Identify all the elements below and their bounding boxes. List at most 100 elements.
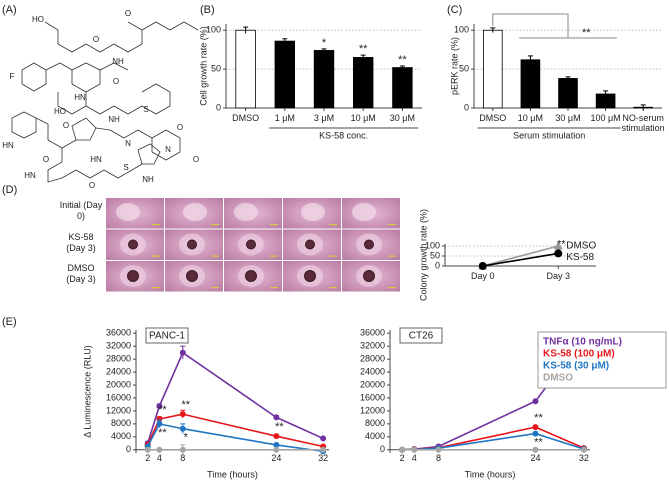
y-axis-label: Cell growth rate (%) <box>198 26 208 106</box>
x-tick-label: 24 <box>271 453 281 463</box>
y-tick-label: 100 <box>425 240 440 250</box>
x-tick-label: DMSO <box>479 113 507 123</box>
significance-bracket <box>492 13 569 38</box>
scale-bar <box>152 255 160 257</box>
point-marker <box>580 446 587 453</box>
y-axis-label: Colony growth rate (%) <box>418 209 428 301</box>
legend-label: KS-58 <box>566 252 594 263</box>
x-axis-label: Time (hours) <box>207 469 258 479</box>
y-tick-label: 100 <box>454 25 469 35</box>
cell-colony <box>127 270 139 282</box>
point-marker <box>273 441 280 448</box>
scale-bar <box>270 224 278 226</box>
significance-label: ** <box>158 427 167 439</box>
significance-label: ** <box>582 27 591 39</box>
x-tick-label-box: DMSO <box>232 113 259 123</box>
point-marker <box>156 420 163 427</box>
scale-bar <box>329 224 337 226</box>
atom-label: O <box>125 9 131 18</box>
y-tick-label: 20000 <box>360 379 385 389</box>
legend-label: KS-58 (100 μM) <box>543 349 615 360</box>
x-tick-label-box: 100 μM <box>590 113 620 123</box>
x-tick-label: 10 μM <box>350 113 376 123</box>
atom-label: O <box>63 121 69 130</box>
point-marker <box>179 411 186 418</box>
scale-bar <box>211 255 219 257</box>
cell-spot <box>301 203 325 221</box>
y-tick-label: 32000 <box>106 341 131 351</box>
panel-label: (A) <box>2 4 17 16</box>
cell-spot <box>183 203 207 221</box>
significance-label: ** <box>182 399 191 411</box>
cell-spot <box>116 203 140 221</box>
significance-label: ** <box>275 421 284 433</box>
atom-label: NH <box>142 175 154 184</box>
x-tick-label: Day 0 <box>470 271 495 281</box>
series-line <box>146 413 324 448</box>
cell-spot <box>234 203 258 221</box>
significance-label: * <box>184 432 189 444</box>
atom-label: O <box>89 181 95 190</box>
atom-label: NH <box>108 115 120 124</box>
point-marker <box>532 430 539 437</box>
y-tick-label: 50 <box>211 63 221 73</box>
x-tick-label: 30 μM <box>555 113 581 123</box>
point-marker <box>435 446 442 453</box>
y-tick-label: 16000 <box>106 392 131 402</box>
scale-bar <box>152 224 160 226</box>
point-marker <box>411 446 418 453</box>
x-tick-label-box: NO-serum stimulation <box>621 113 665 133</box>
y-tick-label: 20000 <box>106 379 131 389</box>
point-marker <box>532 446 539 453</box>
x-tick-label: Day 3 <box>546 271 570 281</box>
legend-label: DMSO <box>566 241 596 252</box>
y-tick-label: 4000 <box>365 431 385 441</box>
molecule-structure <box>11 21 199 183</box>
image-row-label: DMSO (Day 3) <box>66 263 96 284</box>
point-marker <box>179 446 186 453</box>
x-tick-label-box: Day 3 <box>546 271 570 281</box>
atom-label: N <box>165 145 171 154</box>
atom-label: S <box>143 105 148 114</box>
y-tick-label: 28000 <box>360 354 385 364</box>
x-tick-label-box: 10 μM <box>518 113 543 123</box>
atom-label: HN <box>90 155 102 164</box>
point-marker <box>399 446 406 453</box>
y-tick-label: 0 <box>380 444 385 454</box>
cell-colony <box>187 239 197 250</box>
cell-colony <box>128 239 138 250</box>
legend-label: DMSO <box>543 373 573 384</box>
y-tick-label: 28000 <box>106 354 131 364</box>
x-tick-label-box: 10 μM <box>350 113 376 123</box>
point-marker <box>156 416 163 423</box>
x-tick-label: 32 <box>318 453 328 463</box>
bar <box>313 50 335 109</box>
bar <box>352 57 374 109</box>
x-tick-label-box: 3 μM <box>314 113 334 123</box>
atom-label: O <box>193 155 199 164</box>
y-tick-label: 8000 <box>111 418 131 428</box>
atom-label: HO <box>54 107 66 116</box>
point-marker <box>320 435 327 442</box>
chart-title: CT26 <box>409 331 434 342</box>
y-tick-label: 0 <box>435 260 440 270</box>
point-marker <box>478 262 487 270</box>
atom-label: O <box>113 77 119 86</box>
x-axis-label: Serum stimulation <box>513 130 585 140</box>
x-tick-label: 2 <box>145 453 150 463</box>
y-tick-label: 36000 <box>360 328 385 338</box>
y-tick-label: 0 <box>216 102 221 112</box>
image-row-label-box: KS-58 (Day 3) <box>66 232 96 253</box>
cell-colony <box>363 270 375 282</box>
bar <box>392 67 413 109</box>
panel-label: (E) <box>2 316 17 328</box>
x-tick-label: NO-serum stimulation <box>621 113 665 133</box>
x-tick-label: 4 <box>412 453 417 463</box>
cell-colony <box>364 239 374 250</box>
scale-bar <box>270 287 278 289</box>
point-marker <box>144 446 151 453</box>
significance-label: ** <box>534 436 543 448</box>
atom-label: O <box>43 155 49 164</box>
